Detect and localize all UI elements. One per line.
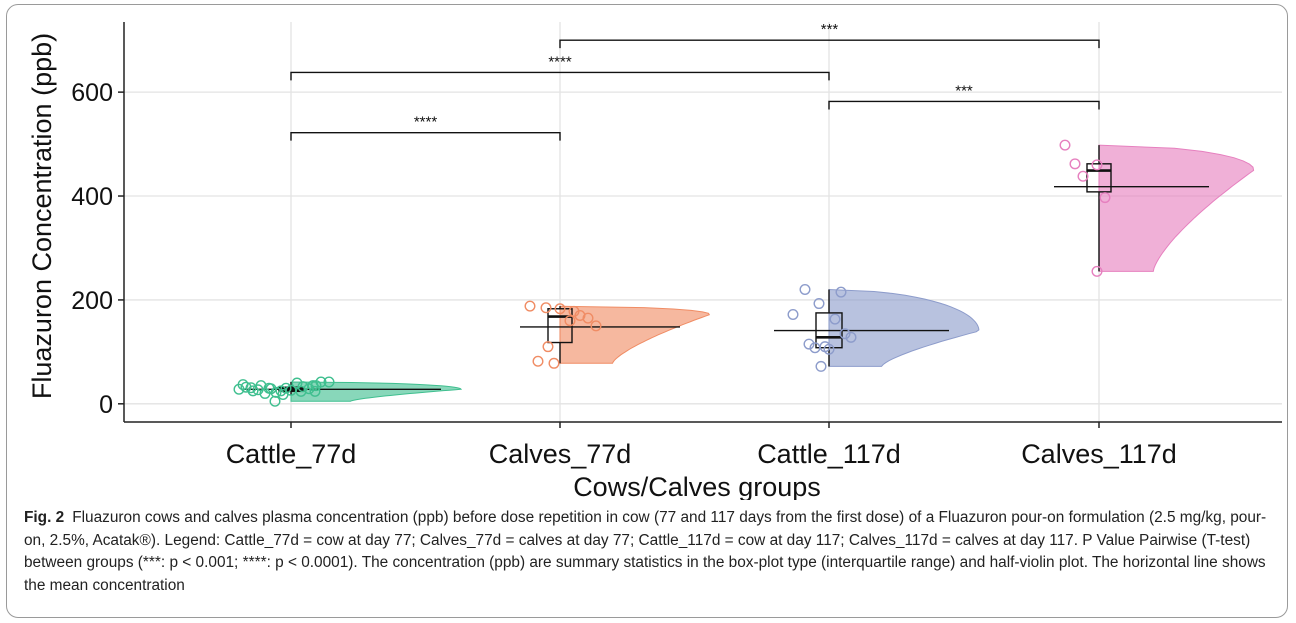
axes (118, 22, 1282, 428)
figure-label: Fig. 2 (24, 509, 65, 526)
caption-text: Fluazuron cows and calves plasma concent… (24, 509, 1267, 594)
y-tick-label: 600 (71, 79, 113, 107)
data-point (1069, 158, 1081, 170)
data-point (323, 376, 335, 388)
data-point (813, 298, 825, 310)
data-point (548, 357, 560, 369)
data-point (1091, 265, 1103, 277)
data-point (524, 300, 536, 312)
significance-label: **** (548, 53, 572, 70)
x-tick-label: Calves_117d (1021, 439, 1177, 469)
data-point (280, 382, 292, 394)
mean-lines (241, 185, 1209, 390)
data-point (787, 308, 799, 320)
half-violin-Calves_77d (559, 305, 711, 364)
half-violin-Cattle_117d (828, 288, 980, 367)
data-point (265, 383, 277, 395)
x-tick-label: Cattle_117d (757, 439, 901, 469)
data-point (245, 382, 257, 394)
data-point (247, 385, 259, 397)
data-point (590, 320, 602, 332)
significance-bracket (290, 71, 830, 81)
significance-bracket (828, 100, 1100, 110)
data-point (835, 286, 847, 298)
data-point (809, 342, 821, 354)
y-tick-label: 200 (71, 287, 113, 315)
significance-bracket (559, 39, 1100, 49)
significance-label: **** (414, 114, 438, 131)
tick-labels: 0 200 400 600 Cattle_77d Calves_77d Cattle_117… (71, 79, 1177, 469)
data-point (839, 328, 851, 340)
y-tick-label: 400 (71, 183, 113, 211)
data-point (815, 360, 827, 372)
data-point (582, 312, 594, 324)
data-point (1091, 159, 1103, 171)
x-tick-label: Calves_77d (489, 439, 632, 469)
data-point (269, 395, 281, 407)
data-point (542, 341, 554, 353)
data-point (823, 343, 835, 355)
data-point (829, 313, 841, 325)
x-axis-title: Cows/Calves groups (573, 472, 821, 500)
data-point (307, 380, 319, 392)
x-tick-label: Cattle_77d (226, 439, 357, 469)
violins (290, 144, 1255, 402)
data-point (532, 355, 544, 367)
data-point (310, 380, 322, 392)
data-point (845, 331, 857, 343)
significance-bracket (290, 131, 561, 141)
data-point (540, 302, 552, 314)
figure-caption: Fig. 2 Fluazuron cows and calves plasma c… (24, 507, 1272, 597)
y-tick-label: 0 (99, 391, 113, 419)
significance-label: *** (821, 21, 839, 38)
data-point (554, 303, 566, 315)
significance-label: *** (955, 82, 973, 99)
data-point (803, 338, 815, 350)
half-violin-Cattle_77d (290, 381, 463, 402)
significance-brackets: ************** (290, 21, 1100, 141)
data-point (1059, 139, 1071, 151)
data-point (574, 310, 586, 322)
data-point (309, 385, 321, 397)
data-point (252, 384, 264, 396)
data-point (240, 381, 252, 393)
half-violin-Calves_117d (1098, 144, 1255, 272)
data-point (564, 315, 576, 327)
data-point (1077, 170, 1089, 182)
data-point (295, 385, 307, 397)
data-points (233, 139, 1111, 407)
data-point (1099, 192, 1111, 204)
y-axis-title: Fluazuron Concentration (ppb) (27, 33, 57, 399)
data-point (799, 284, 811, 296)
boxplots (278, 145, 1112, 395)
